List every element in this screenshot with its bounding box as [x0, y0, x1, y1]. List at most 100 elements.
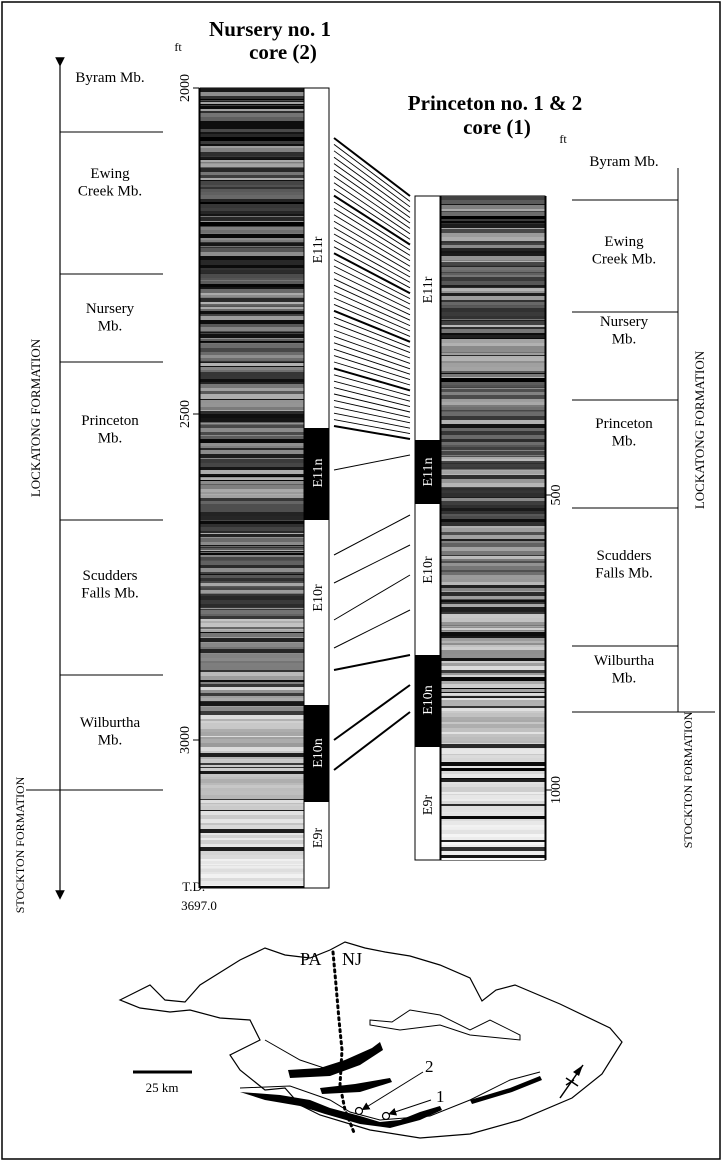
correlation-line	[333, 329, 411, 359]
right-litho-band	[441, 734, 545, 737]
left-litho-band	[200, 885, 304, 886]
left-litho-band	[200, 795, 304, 799]
right-litho-band	[441, 420, 545, 424]
right-litho-band	[441, 547, 545, 551]
left-litho-band	[200, 653, 304, 654]
right-litho-band	[441, 748, 545, 749]
left-litho-band	[200, 293, 304, 295]
left-litho-band	[200, 637, 304, 638]
left-litho-band	[200, 175, 304, 178]
left-litho-band	[200, 825, 304, 829]
correlation-line	[333, 393, 411, 413]
left-litho-band	[200, 474, 304, 476]
left-litho-band	[200, 153, 304, 156]
right-litho-band	[441, 614, 545, 618]
left-litho-band	[200, 227, 304, 230]
left-litho-band	[200, 743, 304, 747]
right-litho-band	[441, 790, 545, 792]
right-litho-band	[441, 378, 545, 382]
right-litho-band	[441, 221, 545, 223]
right-litho-band	[441, 618, 545, 622]
right-litho-band	[441, 343, 545, 346]
right-litho-band	[441, 693, 545, 695]
right-litho-band	[441, 219, 545, 221]
correlation-line	[333, 246, 411, 289]
right-litho-band	[441, 632, 545, 636]
correlation-line	[333, 711, 411, 771]
right-litho-band	[441, 829, 545, 830]
correlation-line	[333, 684, 411, 741]
right-litho-band	[441, 320, 545, 321]
right-litho-band	[441, 200, 545, 204]
right-litho-band	[441, 450, 545, 451]
left-litho-band	[200, 647, 304, 649]
right-litho-band	[441, 439, 545, 442]
right-litho-band	[441, 591, 545, 592]
correlation-line	[333, 150, 411, 208]
right-litho-band	[441, 806, 545, 810]
right-litho-band	[441, 842, 545, 844]
right-litho-band	[441, 459, 545, 461]
site-1-label: 1	[436, 1087, 445, 1106]
right-litho-band	[441, 834, 545, 837]
left-litho-band	[200, 394, 304, 397]
left-zone-e10n-box	[304, 705, 329, 802]
correlation-line	[333, 208, 411, 256]
left-litho-band	[200, 596, 304, 600]
right-litho-band	[441, 522, 545, 525]
left-litho-band	[200, 454, 304, 458]
right-litho-band	[441, 204, 545, 205]
left-litho-band	[200, 512, 304, 516]
right-litho-band	[441, 451, 545, 455]
right-litho-band	[441, 821, 545, 825]
left-litho-band	[200, 498, 304, 501]
left-litho-band	[200, 835, 304, 838]
left-litho-band	[200, 181, 304, 185]
right-litho-band	[441, 787, 545, 790]
left-litho-band	[200, 226, 304, 227]
left-litho-band	[200, 100, 304, 101]
left-litho-band	[200, 160, 304, 162]
right-lithology-column	[440, 195, 546, 861]
left-litho-band	[200, 436, 304, 439]
right-litho-band	[441, 447, 545, 450]
correlation-line	[333, 454, 411, 471]
left-litho-band	[200, 810, 304, 811]
left-litho-band	[200, 583, 304, 586]
left-litho-band	[200, 494, 304, 495]
right-litho-band	[441, 455, 545, 456]
correlation-line	[333, 425, 411, 440]
right-litho-band	[441, 497, 545, 498]
correlation-line	[333, 342, 411, 370]
left-litho-band	[200, 467, 304, 470]
site-2-pointer	[361, 1071, 424, 1111]
left-depth-tick-label: 3000	[178, 726, 193, 754]
right-litho-band	[441, 556, 545, 557]
left-formation-lower: STOCKTON FORMATION	[13, 776, 27, 913]
right-litho-band	[441, 457, 545, 459]
left-litho-band	[200, 187, 304, 189]
left-litho-band	[200, 838, 304, 840]
left-litho-band	[200, 690, 304, 692]
correlation-line	[333, 355, 411, 381]
state-nj-label: NJ	[342, 949, 362, 969]
right-litho-band	[441, 702, 545, 706]
right-litho-band	[441, 630, 545, 631]
left-litho-band	[200, 732, 304, 736]
left-litho-band	[200, 362, 304, 363]
left-litho-band	[200, 847, 304, 851]
right-litho-band	[441, 596, 545, 600]
inner-basin-outline	[369, 1009, 521, 1041]
left-litho-band	[200, 803, 304, 804]
right-litho-band	[441, 643, 545, 645]
right-litho-band	[441, 319, 545, 320]
correlation-line	[333, 156, 411, 213]
right-litho-band	[441, 196, 545, 200]
left-litho-band	[200, 547, 304, 548]
right-litho-band	[441, 281, 545, 285]
site-2-label: 2	[425, 1057, 434, 1076]
left-litho-band	[200, 382, 304, 384]
right-litho-band	[441, 361, 545, 363]
right-litho-band	[441, 346, 545, 350]
left-litho-band	[200, 844, 304, 847]
